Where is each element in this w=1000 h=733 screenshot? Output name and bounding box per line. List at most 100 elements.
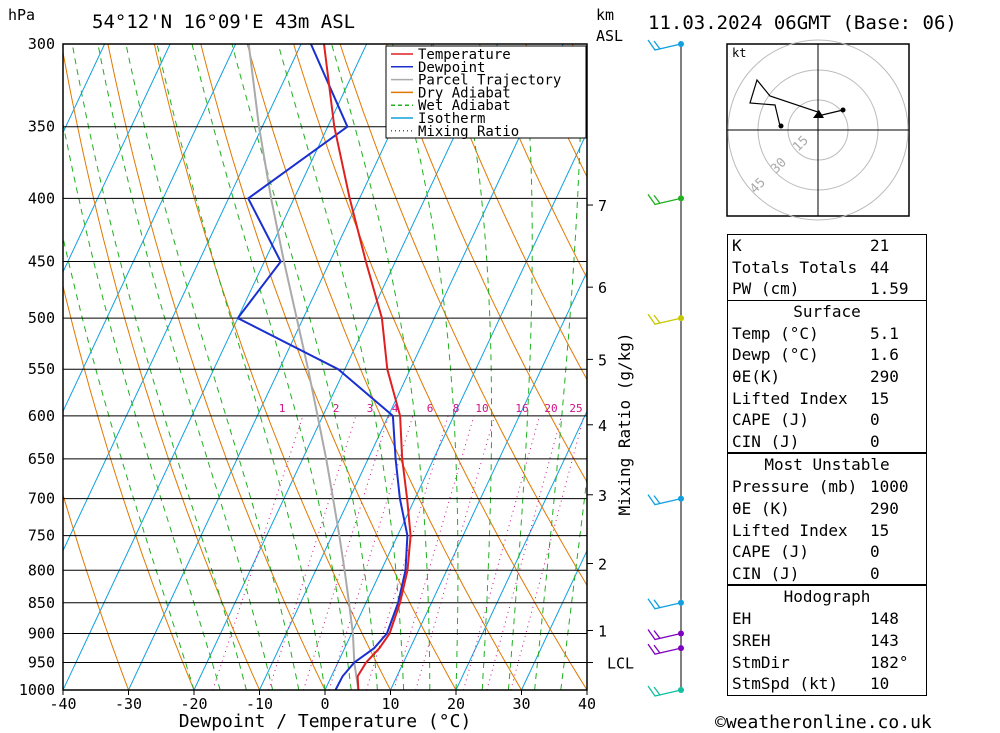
index-label: K xyxy=(732,236,742,255)
pressure-tick-label: 400 xyxy=(28,189,55,207)
general-indices: K 21 Totals Totals 44 PW (cm) 1.59 xyxy=(727,234,927,301)
x-axis-label: Dewpoint / Temperature (°C) xyxy=(179,711,472,732)
trace-dewpoint xyxy=(236,44,409,690)
dry-adiabat-line xyxy=(63,492,129,690)
sounding-traces xyxy=(236,44,412,690)
pressure-tick-label: 500 xyxy=(28,309,55,327)
wet-adiabat-line xyxy=(534,44,583,690)
trace-temperature xyxy=(323,44,412,690)
surface-value: 5.1 xyxy=(870,323,899,343)
surface-row: θE(K) 290 xyxy=(728,366,926,388)
surface-title: Surface xyxy=(793,301,861,321)
surface-row: Lifted Index 15 xyxy=(728,388,926,410)
hodograph-label: StmDir xyxy=(732,652,790,672)
dry-adiabat-line xyxy=(107,44,326,690)
most-unstable-label: Lifted Index xyxy=(732,520,848,540)
asl-label: ASL xyxy=(596,27,623,45)
hodograph-row: StmSpd (kt) 10 xyxy=(728,673,926,695)
pressure-tick-label: 850 xyxy=(28,594,55,612)
wet-adiabat-line xyxy=(71,44,247,690)
x-tick-label: 0 xyxy=(320,695,329,713)
most-unstable-value: 0 xyxy=(870,542,880,562)
km-label: km xyxy=(596,6,614,24)
dry-adiabat-line xyxy=(944,44,1000,690)
most-unstable-row: θE (K) 290 xyxy=(728,498,926,520)
hodograph-row: SREH 143 xyxy=(728,630,926,652)
index-label: PW (cm) xyxy=(732,279,800,299)
most-unstable-row: Lifted Index 15 xyxy=(728,520,926,542)
pressure-tick-label: 550 xyxy=(28,360,55,378)
dry-adiabat-line xyxy=(432,44,587,381)
pressure-tick-label: 950 xyxy=(28,653,55,671)
surface-label: CAPE (J) xyxy=(732,410,810,430)
km-tick-label: 5 xyxy=(598,351,607,369)
most-unstable-value: 0 xyxy=(870,563,880,583)
most-unstable-label: CAPE (J) xyxy=(732,542,810,562)
surface-value: 0 xyxy=(870,431,880,451)
x-tick-label: 20 xyxy=(447,695,465,713)
mixing-ratio-label: 8 xyxy=(453,402,460,415)
storm-motion-marker xyxy=(813,110,824,118)
hodograph-value: 143 xyxy=(870,630,899,650)
isotherm-line xyxy=(63,44,171,274)
wind-barb xyxy=(647,629,682,641)
legend-entry: Mixing Ratio xyxy=(418,124,519,140)
surface-label: Lifted Index xyxy=(732,388,848,408)
most-unstable-label: θE (K) xyxy=(732,498,790,518)
datetime-title: 11.03.2024 06GMT (Base: 06) xyxy=(648,12,957,34)
most-unstable-value: 1000 xyxy=(870,477,909,497)
pressure-tick-label: 300 xyxy=(28,35,55,53)
hodograph-label: SREH xyxy=(732,630,771,650)
x-tick-label: 10 xyxy=(381,695,399,713)
legend-entry: Dewpoint xyxy=(418,60,485,76)
hodograph-unit: kt xyxy=(732,46,746,60)
hodograph-value: 10 xyxy=(870,674,890,694)
mixing-ratio-label: 16 xyxy=(515,402,528,415)
most-unstable-label: CIN (J) xyxy=(732,563,800,583)
isotherm-line xyxy=(521,549,587,690)
surface-value: 1.6 xyxy=(870,345,899,365)
isotherm-line xyxy=(63,44,302,552)
surface-row: Temp (°C) 5.1 xyxy=(728,323,926,345)
surface-row: Dewp (°C) 1.6 xyxy=(728,344,926,366)
hodograph-title: Hodograph xyxy=(783,587,871,607)
mixing-ratio-label: 2 xyxy=(333,402,340,415)
wind-barb xyxy=(647,494,682,506)
surface-label: Temp (°C) xyxy=(732,323,819,343)
most-unstable-label: Pressure (mb) xyxy=(732,477,858,497)
surface-section: Surface Temp (°C) 5.1 Dewp (°C) 1.6 θE(K) 290… xyxy=(727,300,927,454)
wet-adiabat-line xyxy=(156,44,326,690)
index-row: PW (cm) 1.59 xyxy=(728,278,926,300)
wind-barb xyxy=(647,685,682,697)
pressure-tick-label: 1000 xyxy=(19,681,55,699)
wet-adiabat-line xyxy=(457,44,493,690)
surface-row: CIN (J) 0 xyxy=(728,431,926,453)
location-title: 54°12'N 16°09'E 43m ASL xyxy=(92,11,355,33)
legend-entry: Parcel Trajectory xyxy=(418,73,561,89)
index-label: Totals Totals xyxy=(732,257,858,277)
most-unstable-value: 290 xyxy=(870,498,899,518)
x-tick-label: -10 xyxy=(246,695,273,713)
index-value: 44 xyxy=(870,257,890,277)
wet-adiabat-line xyxy=(560,473,587,690)
dry-adiabat-line xyxy=(990,44,1000,690)
dry-adiabat-line xyxy=(63,49,260,690)
pressure-tick-label: 650 xyxy=(28,450,55,468)
mixing-ratio-line xyxy=(303,415,390,690)
dry-adiabat-line xyxy=(246,44,522,690)
copyright: ©weatheronline.co.uk xyxy=(715,712,932,733)
km-tick-label: 4 xyxy=(598,417,607,435)
km-tick-label: 2 xyxy=(598,556,607,574)
wet-adiabat-line xyxy=(277,44,405,690)
pressure-tick-label: 450 xyxy=(28,253,55,271)
most-unstable-title: Most Unstable xyxy=(764,455,890,475)
mixing-ratio-label: 3 xyxy=(367,402,374,415)
isotherm-line xyxy=(455,410,587,690)
x-tick-label: 30 xyxy=(512,695,530,713)
surface-label: θE(K) xyxy=(732,366,781,386)
hodograph-label: EH xyxy=(732,609,752,629)
hodograph-point xyxy=(840,107,846,113)
